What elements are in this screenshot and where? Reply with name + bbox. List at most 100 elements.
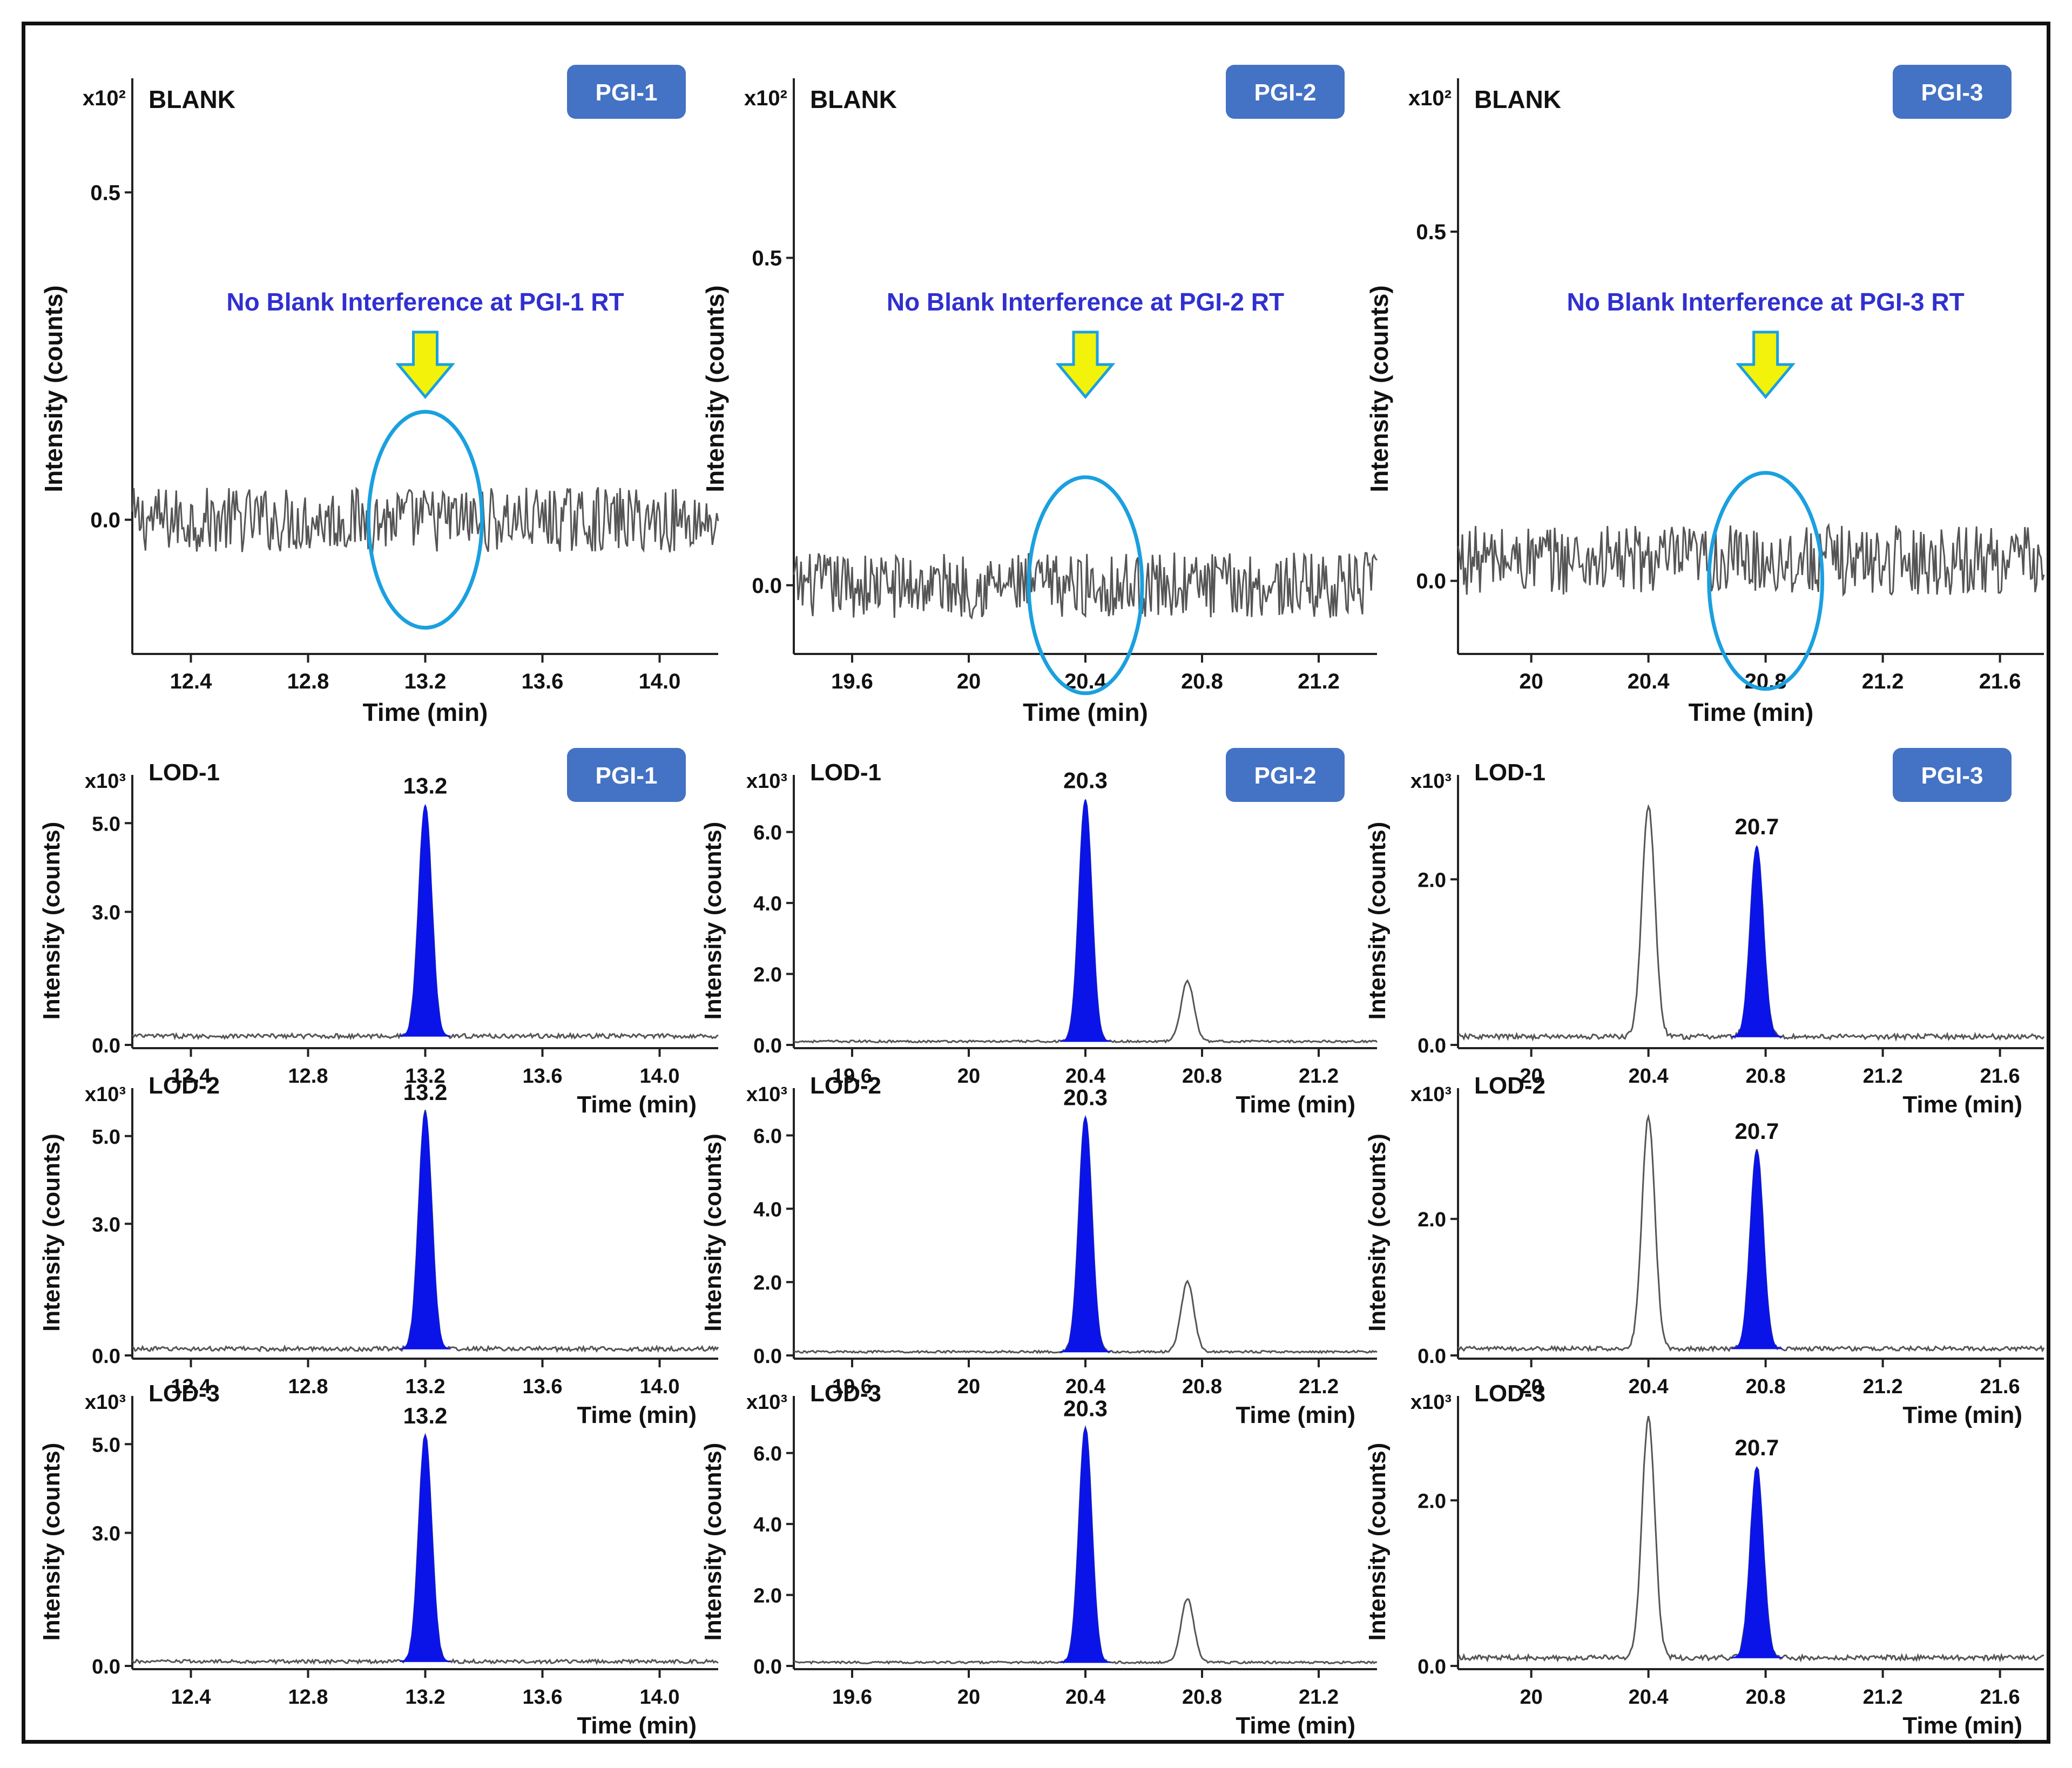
- x-axis-title: Time (min): [1236, 1712, 1355, 1739]
- filled-analyte-peak: [1731, 845, 1783, 1037]
- x-tick-label: 21.2: [1862, 670, 1904, 693]
- y-axis-title: Intensity (counts): [701, 285, 729, 492]
- x-tick-label: 12.4: [170, 670, 213, 693]
- y-multiplier-label: x10³: [85, 1083, 126, 1106]
- y-tick-label: 0.0: [752, 574, 782, 598]
- y-tick-label: 6.0: [753, 822, 782, 845]
- y-tick-label: 4.0: [753, 1514, 782, 1536]
- x-tick-label: 20: [957, 670, 981, 693]
- x-axis-title: Time (min): [1902, 1712, 2022, 1739]
- down-arrow-icon: [1055, 330, 1116, 399]
- x-tick-label: 21.2: [1863, 1686, 1903, 1709]
- y-tick-label: 2.0: [1418, 1209, 1446, 1231]
- sample-label: LOD-1: [1474, 759, 1545, 786]
- x-tick-label: 12.4: [171, 1065, 211, 1088]
- filled-analyte-peak: [1060, 798, 1111, 1042]
- x-tick-label: 21.6: [1980, 1686, 2020, 1709]
- filled-analyte-peak: [1060, 1116, 1111, 1353]
- y-axis-title: Intensity (counts): [700, 822, 726, 1020]
- x-tick-label: 13.6: [522, 670, 564, 693]
- y-tick-label: 0.0: [1418, 1345, 1446, 1368]
- y-tick-label: 5.0: [92, 813, 120, 835]
- peak-rt-label: 20.3: [1063, 768, 1108, 793]
- y-multiplier-label: x10³: [746, 770, 787, 793]
- x-axis-title: Time (min): [1236, 1402, 1355, 1428]
- peak-rt-label: 20.3: [1063, 1085, 1108, 1110]
- analyte-badge-label: PGI-2: [1254, 79, 1317, 106]
- filled-analyte-peak: [1060, 1427, 1111, 1663]
- x-tick-label: 20: [957, 1686, 980, 1709]
- analyte-badge: [1893, 748, 2012, 802]
- y-axis-title: Intensity (counts): [39, 285, 68, 492]
- y-tick-label: 0.5: [1416, 220, 1446, 244]
- y-tick-label: 2.0: [753, 1272, 782, 1294]
- y-tick-label: 0.0: [1416, 570, 1446, 593]
- retention-time-ellipse: [367, 410, 484, 630]
- y-tick-label: 4.0: [753, 893, 782, 915]
- peak-rt-label: 20.3: [1063, 1396, 1108, 1421]
- figure-border: [22, 22, 2050, 1744]
- filled-analyte-peak: [400, 804, 451, 1037]
- x-tick-label: 20.4: [1065, 1686, 1105, 1709]
- x-tick-label: 21.6: [1979, 670, 2021, 693]
- x-tick-label: 20.8: [1181, 670, 1223, 693]
- x-axis-title: Time (min): [577, 1402, 697, 1428]
- sample-label: LOD-2: [149, 1072, 220, 1099]
- chromatogram-panel: 20 20.4 20.8 21.2 21.6 0.0 2.0 x10³ LOD-2 Intensi…: [1364, 1072, 2045, 1428]
- x-tick-label: 13.2: [406, 1065, 446, 1088]
- chromatogram-panel: 12.4 12.8 13.2 13.6 14.0 0.0 3.0 5.0 x10³ LOD-3 In…: [38, 1380, 719, 1739]
- y-multiplier-label: x10²: [1408, 86, 1452, 110]
- x-axis-title: Time (min): [1902, 1091, 2022, 1118]
- blank-interference-annotation: No Blank Interference at PGI-1 RT: [226, 288, 624, 316]
- x-axis-title: Time (min): [363, 698, 488, 726]
- x-tick-label: 20.4: [1065, 1375, 1105, 1398]
- x-tick-label: 20: [1520, 1065, 1542, 1088]
- x-axis-title: Time (min): [1689, 698, 1814, 726]
- analyte-badge-label: PGI-3: [1921, 762, 1983, 789]
- x-tick-label: 20: [1520, 1686, 1542, 1709]
- sample-label: LOD-3: [1474, 1380, 1545, 1407]
- y-axis-title: Intensity (counts): [1365, 285, 1393, 492]
- sample-label: LOD-2: [810, 1072, 881, 1099]
- y-tick-label: 3.0: [92, 902, 120, 925]
- x-tick-label: 14.0: [640, 1375, 680, 1398]
- peak-rt-label: 13.2: [403, 1079, 448, 1105]
- x-tick-label: 21.2: [1863, 1065, 1903, 1088]
- chromatogram-panel: 12.4 12.8 13.2 13.6 14.0 0.0 0.5 x10² BLANK Inten…: [39, 65, 719, 726]
- x-tick-label: 19.6: [832, 1375, 872, 1398]
- peak-rt-label: 20.7: [1734, 1435, 1779, 1460]
- x-tick-label: 21.2: [1298, 670, 1340, 693]
- x-tick-label: 21.2: [1299, 1375, 1339, 1398]
- retention-time-ellipse: [1707, 471, 1825, 691]
- y-multiplier-label: x10³: [85, 1391, 126, 1414]
- chromatogram-panel: 19.6 20 20.4 20.8 21.2 0.0 2.0 4.0 6.0 x10³ LOD-3 I…: [700, 1380, 1378, 1739]
- y-multiplier-label: x10²: [744, 86, 787, 110]
- y-axis-title: Intensity (counts): [1364, 1133, 1391, 1332]
- chromatogram-panel: 12.4 12.8 13.2 13.6 14.0 0.0 3.0 5.0 x10³ LOD-2 In…: [38, 1072, 719, 1428]
- x-tick-label: 13.2: [406, 1375, 446, 1398]
- retention-time-ellipse: [1027, 475, 1144, 696]
- x-axis-title: Time (min): [1023, 698, 1148, 726]
- x-tick-label: 19.6: [832, 1686, 872, 1709]
- analyte-badge: [1893, 65, 2012, 119]
- sample-label: LOD-3: [149, 1380, 220, 1407]
- x-tick-label: 14.0: [640, 1065, 680, 1088]
- y-tick-label: 3.0: [92, 1523, 120, 1546]
- x-tick-label: 20.8: [1746, 1686, 1786, 1709]
- x-tick-label: 12.8: [287, 670, 329, 693]
- y-axis-title: Intensity (counts): [1364, 822, 1391, 1020]
- x-tick-label: 13.6: [523, 1065, 563, 1088]
- y-tick-label: 0.0: [753, 1345, 782, 1368]
- blank-interference-annotation: No Blank Interference at PGI-3 RT: [1567, 288, 1965, 316]
- x-axis-title: Time (min): [577, 1091, 697, 1118]
- y-tick-label: 0.5: [752, 247, 782, 271]
- y-multiplier-label: x10³: [85, 770, 126, 793]
- y-tick-label: 6.0: [753, 1443, 782, 1466]
- sample-label: BLANK: [149, 85, 235, 113]
- chromatogram-trace: [793, 552, 1378, 620]
- chromatogram-trace: [1457, 523, 2045, 597]
- y-multiplier-label: x10³: [1410, 1391, 1452, 1414]
- x-tick-label: 12.8: [288, 1375, 328, 1398]
